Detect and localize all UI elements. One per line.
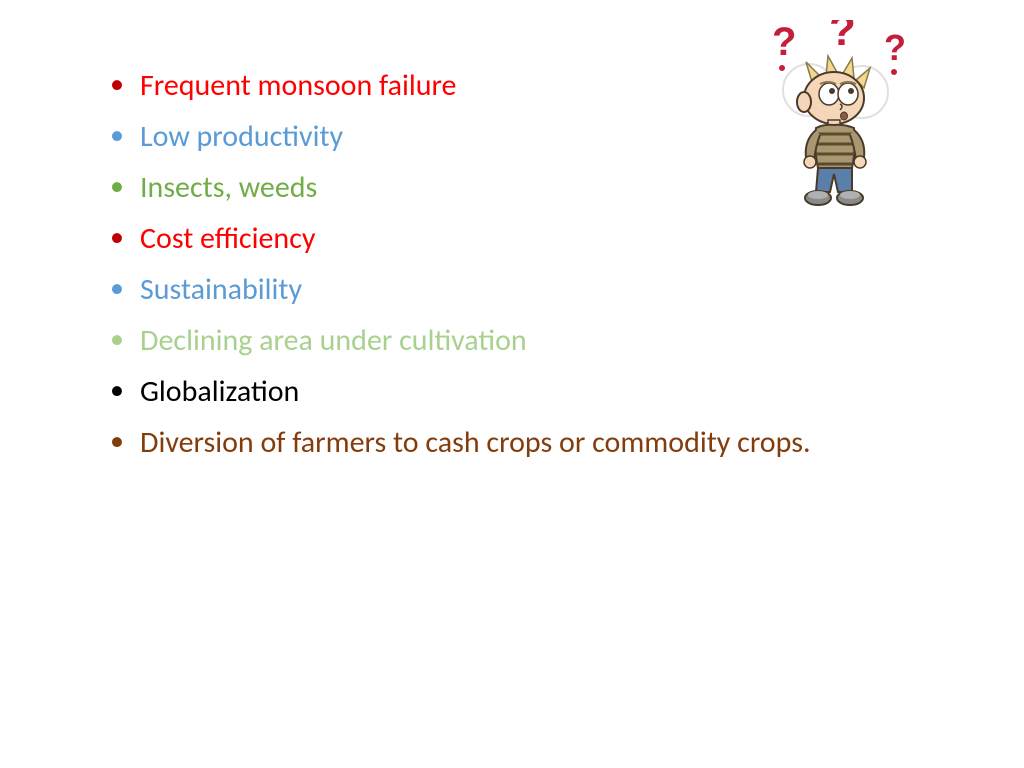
bullet-item: Declining area under cultivation [110, 315, 934, 366]
bullet-item: Globalization [110, 366, 934, 417]
bullet-item: Diversion of farmers to cash crops or co… [110, 417, 934, 468]
bullet-item: Cost efficiency [110, 213, 934, 264]
svg-text:?: ? [829, 20, 856, 55]
svg-text:?: ? [884, 27, 906, 68]
svg-text:?: ? [772, 20, 796, 64]
bullet-item: Sustainability [110, 264, 934, 315]
confused-boy-illustration: ? ? ? [734, 20, 934, 220]
